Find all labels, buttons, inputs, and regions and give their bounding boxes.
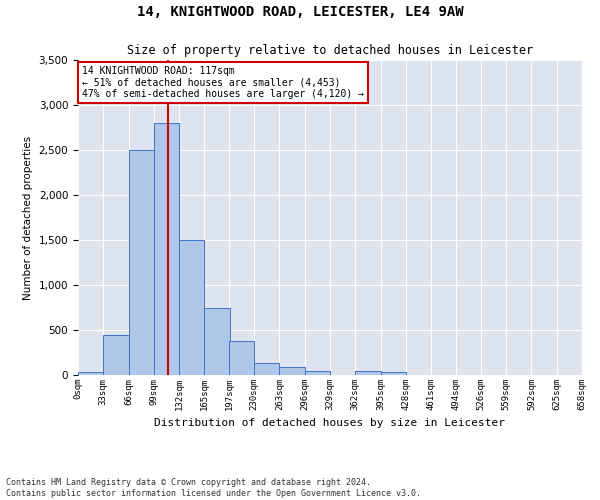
Bar <box>229 341 254 375</box>
Bar <box>154 123 179 375</box>
Bar <box>103 334 128 375</box>
X-axis label: Distribution of detached houses by size in Leicester: Distribution of detached houses by size … <box>155 418 505 428</box>
Text: 14, KNIGHTWOOD ROAD, LEICESTER, LE4 9AW: 14, KNIGHTWOOD ROAD, LEICESTER, LE4 9AW <box>137 5 463 19</box>
Bar <box>355 370 380 375</box>
Title: Size of property relative to detached houses in Leicester: Size of property relative to detached ho… <box>127 44 533 58</box>
Text: 14 KNIGHTWOOD ROAD: 117sqm
← 51% of detached houses are smaller (4,453)
47% of s: 14 KNIGHTWOOD ROAD: 117sqm ← 51% of deta… <box>82 66 364 100</box>
Bar <box>380 372 406 375</box>
Bar <box>179 240 205 375</box>
Y-axis label: Number of detached properties: Number of detached properties <box>23 136 33 300</box>
Bar <box>254 364 280 375</box>
Bar <box>205 308 230 375</box>
Bar <box>305 370 330 375</box>
Bar <box>280 367 305 375</box>
Text: Contains HM Land Registry data © Crown copyright and database right 2024.
Contai: Contains HM Land Registry data © Crown c… <box>6 478 421 498</box>
Bar <box>128 150 154 375</box>
Bar <box>78 372 103 375</box>
